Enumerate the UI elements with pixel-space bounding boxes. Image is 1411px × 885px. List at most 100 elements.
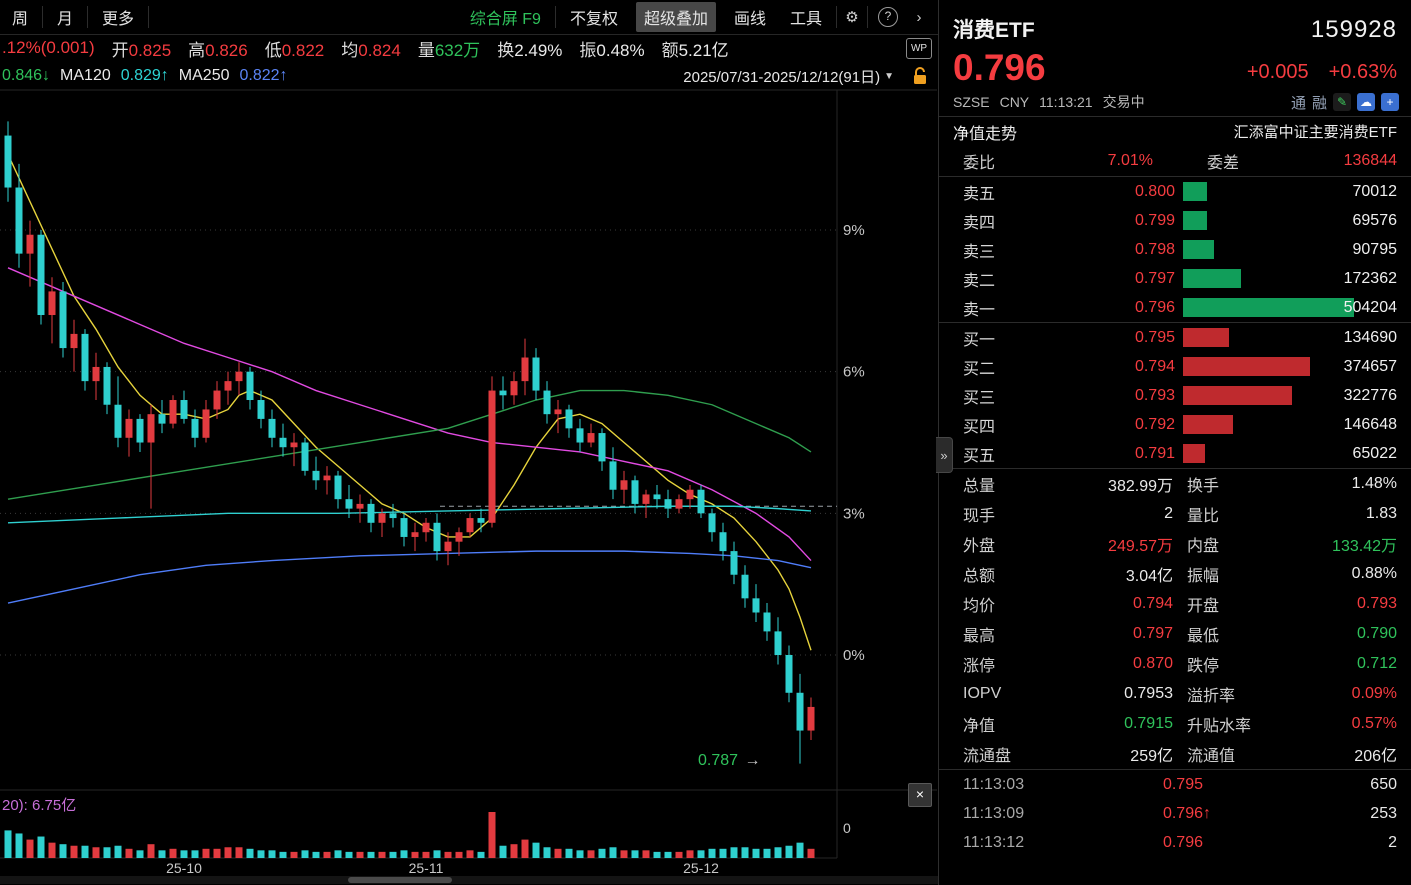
fund-row: 净值走势 汇添富中证主要消费ETF bbox=[939, 117, 1411, 146]
stat-row-4: 均价 0.794 开盘 0.793 bbox=[939, 589, 1411, 619]
no-adjustment-button[interactable]: 不复权 bbox=[569, 11, 618, 28]
add-icon[interactable]: + bbox=[1381, 93, 1399, 111]
svg-text:9%: 9% bbox=[843, 222, 865, 239]
composite-screen-button[interactable]: 综合屏 F9 bbox=[469, 11, 541, 28]
period-tabs: 周 月 更多 bbox=[0, 0, 151, 34]
cloud-icon[interactable]: ☁ bbox=[1357, 93, 1375, 111]
svg-text:25-11: 25-11 bbox=[409, 860, 444, 876]
help-icon[interactable]: ? bbox=[878, 7, 898, 27]
ask-row-0[interactable]: 卖五 0.800 70012 bbox=[939, 177, 1411, 206]
tick-volume: 253 bbox=[1370, 804, 1397, 822]
tab-more[interactable]: 更多 bbox=[102, 11, 135, 28]
tick-direction-icon: ↑ bbox=[1203, 804, 1211, 822]
ohlc-field-value: 0.825 bbox=[128, 40, 172, 60]
toolbar-right: 综合屏 F9 不复权 超级叠加 画线 工具 ⚙? › bbox=[458, 0, 938, 34]
stat-row-5: 最高 0.797 最低 0.790 bbox=[939, 619, 1411, 649]
depth-price: 0.797 bbox=[1134, 269, 1175, 287]
tick-time: 11:13:09 bbox=[963, 804, 1025, 822]
bid-row-2[interactable]: 买三 0.793 322776 bbox=[939, 381, 1411, 410]
divider bbox=[939, 468, 1411, 469]
depth-volume: 69576 bbox=[1352, 212, 1398, 229]
toolbar-separator bbox=[42, 6, 44, 28]
trade-tick-list: 11:13:03 0.795 650 11:13:09 0.796 ↑ 253 11:13:1… bbox=[939, 770, 1411, 857]
stat-label: 最低 bbox=[1187, 628, 1220, 645]
ohlc-field-value: 2.49% bbox=[514, 40, 563, 60]
bid-row-1[interactable]: 买二 0.794 374657 bbox=[939, 352, 1411, 381]
date-range-selector[interactable]: 2025/07/31-2025/12/12(91日) ▼ bbox=[683, 66, 894, 87]
depth-level-label: 买一 bbox=[963, 331, 996, 349]
stat-value: 3.04亿 bbox=[1125, 568, 1173, 585]
price-row: 0.796 +0.005 +0.63% bbox=[939, 44, 1411, 88]
ask-order-book: 卖五 0.800 70012 卖四 0.799 69576 卖三 0.798 90795 卖二 0.… bbox=[939, 177, 1411, 322]
expand-toolbar-icon[interactable]: › bbox=[916, 8, 922, 26]
stat-value: 0.09% bbox=[1351, 685, 1397, 702]
ohlc-field: 额5.21亿 bbox=[662, 36, 729, 61]
stat-label: 内盘 bbox=[1187, 538, 1220, 555]
ohlc-field: 量632万 bbox=[418, 36, 480, 61]
bid-row-0[interactable]: 买一 0.795 134690 bbox=[939, 323, 1411, 352]
ohlc-field-label: 开 bbox=[111, 40, 129, 60]
depth-bar bbox=[1183, 182, 1207, 201]
ohlc-field: 开0.825 bbox=[112, 36, 172, 61]
bid-row-4[interactable]: 买五 0.791 65022 bbox=[939, 439, 1411, 468]
trade-tick-row-2: 11:13:12 0.796 2 bbox=[939, 828, 1411, 857]
ask-row-3[interactable]: 卖二 0.797 172362 bbox=[939, 264, 1411, 293]
depth-volume: 322776 bbox=[1343, 387, 1397, 404]
chart-scrollbar-track bbox=[0, 876, 938, 884]
wp-widget-icon[interactable]: WP bbox=[906, 37, 932, 59]
ask-row-2[interactable]: 卖三 0.798 90795 bbox=[939, 235, 1411, 264]
super-overlay-button[interactable]: 超级叠加 bbox=[635, 2, 716, 32]
ohlc-field-label: 高 bbox=[188, 40, 206, 60]
depth-volume: 70012 bbox=[1352, 183, 1398, 200]
ohlc-field-value: 0.826 bbox=[205, 40, 248, 60]
stat-value: 382.99万 bbox=[1108, 478, 1173, 495]
toolbar-separator bbox=[836, 6, 837, 28]
ohlc-field-label: 换 bbox=[497, 40, 515, 60]
ask-row-1[interactable]: 卖四 0.799 69576 bbox=[939, 206, 1411, 235]
close-volume-pane-button[interactable]: × bbox=[908, 783, 932, 807]
ohlc-field: 高0.826 bbox=[188, 36, 248, 61]
ohlc-field-value: 0.48% bbox=[596, 40, 645, 60]
ohlc-fields: 开0.825 高0.826 低0.822 均0.824 量632万 换2.49% 振0.48… bbox=[112, 36, 729, 61]
depth-volume: 134690 bbox=[1343, 329, 1397, 346]
bid-order-book: 买一 0.795 134690 买二 0.794 374657 买三 0.793 322776 买… bbox=[939, 323, 1411, 468]
ma-line-cyan bbox=[7, 505, 812, 524]
ma250-value: 0.822↑ bbox=[239, 67, 288, 84]
margin-badge: 融 bbox=[1311, 94, 1327, 112]
nav-trend-link[interactable]: 净值走势 bbox=[953, 125, 1018, 143]
tick-price: 0.796 bbox=[1162, 804, 1203, 822]
bid-row-3[interactable]: 买四 0.792 146648 bbox=[939, 410, 1411, 439]
depth-volume: 504204 bbox=[1343, 299, 1397, 316]
depth-bar bbox=[1183, 298, 1354, 317]
draw-line-button[interactable]: 画线 bbox=[733, 11, 766, 28]
lock-icon[interactable] bbox=[912, 67, 928, 85]
fund-full-name-link[interactable]: 汇添富中证主要消费ETF bbox=[1233, 124, 1397, 141]
depth-price: 0.800 bbox=[1134, 182, 1175, 200]
settings-icon[interactable]: ⚙ bbox=[845, 9, 859, 26]
tab-month[interactable]: 月 bbox=[57, 11, 74, 28]
stat-value: 0.797 bbox=[1132, 625, 1173, 642]
ohlc-field: 低0.822 bbox=[265, 36, 325, 61]
security-header: 消费ETF 159928 bbox=[939, 0, 1411, 44]
stat-label: 涨停 bbox=[963, 658, 996, 675]
stat-value: 1.83 bbox=[1365, 505, 1397, 522]
ma120-label: MA120 bbox=[60, 67, 111, 84]
weicha-label: 委差 bbox=[1207, 155, 1240, 172]
chart-scrollbar-thumb[interactable] bbox=[348, 877, 452, 883]
panel-collapse-handle[interactable]: » bbox=[936, 437, 953, 473]
stat-label: 跌停 bbox=[1187, 658, 1220, 675]
candlestick-chart[interactable]: 9% 6% 3% 0% 25-10 25-11 25-12 0 bbox=[0, 0, 938, 885]
tools-button[interactable]: 工具 bbox=[789, 11, 822, 28]
stat-value: 0.712 bbox=[1356, 655, 1397, 672]
edit-icon[interactable]: ✎ bbox=[1333, 93, 1351, 111]
stat-value: 133.42万 bbox=[1332, 538, 1397, 555]
ask-row-4[interactable]: 卖一 0.796 504204 bbox=[939, 293, 1411, 322]
tab-week[interactable]: 周 bbox=[12, 11, 29, 28]
stock-connect-badge: 通 bbox=[1290, 94, 1306, 112]
annotation-price: 0.787 bbox=[698, 752, 739, 769]
depth-volume: 65022 bbox=[1352, 445, 1398, 462]
stat-row-9: 流通盘 259亿 流通值 206亿 bbox=[939, 739, 1411, 769]
chart-region: 周 月 更多 综合屏 F9 不复权 超级叠加 画线 工具 ⚙? › .12%(0.001) … bbox=[0, 0, 938, 885]
weibi-label: 委比 bbox=[963, 155, 996, 172]
